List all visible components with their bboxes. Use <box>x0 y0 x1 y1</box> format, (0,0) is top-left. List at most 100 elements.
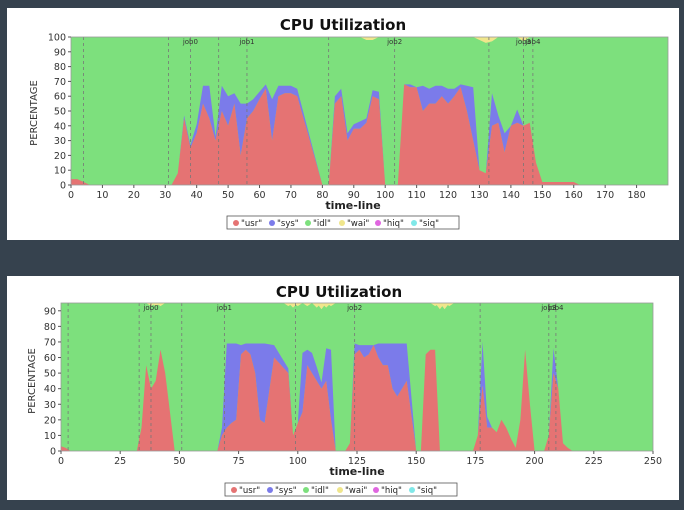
legend-marker-wai <box>337 487 343 493</box>
y-axis-label: PERCENTAGE <box>27 348 38 414</box>
x-tick-label: 100 <box>376 190 394 201</box>
x-tick-label: 110 <box>408 190 426 201</box>
job-marker-label: job0 <box>142 304 158 312</box>
chart-panel-1: CPU Utilization PERCENTAGE time-line job… <box>7 8 679 240</box>
legend-label-sys: "sys" <box>277 219 299 229</box>
legend-label-idl: "idl" <box>313 219 331 229</box>
x-tick-label: 125 <box>348 456 366 467</box>
legend-marker-idl <box>305 220 311 226</box>
x-axis-label: time-line <box>329 465 384 478</box>
legend-marker-siq <box>411 220 417 226</box>
legend-label-hiq: "hiq" <box>383 219 404 229</box>
legend-marker-siq <box>409 487 415 493</box>
job-marker-label: job1 <box>238 38 254 46</box>
x-tick-label: 90 <box>348 190 360 201</box>
x-axis-label: time-line <box>325 199 380 212</box>
legend: "usr" "sys" "idl" "wai" "hiq" "siq" <box>226 215 460 230</box>
wai-blip <box>302 303 313 307</box>
chart-panel-2: CPU Utilization PERCENTAGE time-line job… <box>7 276 679 500</box>
y-tick-label: 90 <box>54 47 66 58</box>
legend-marker-usr <box>233 220 239 226</box>
x-tick-label: 200 <box>526 456 544 467</box>
y-tick-label: 40 <box>44 384 56 395</box>
legend-label-siq: "siq" <box>417 486 437 496</box>
chart-title: CPU Utilization <box>276 283 402 301</box>
job-marker-label: job2 <box>346 304 362 312</box>
x-tick-label: 75 <box>233 456 245 467</box>
legend-label-siq: "siq" <box>419 219 439 229</box>
x-tick-label: 50 <box>173 456 185 467</box>
x-tick-label: 130 <box>470 190 488 201</box>
job-marker-label: job3 <box>540 304 556 312</box>
y-tick-label: 0 <box>60 181 66 192</box>
x-tick-label: 60 <box>253 190 265 201</box>
legend-label-idl: "idl" <box>311 486 329 496</box>
legend-label-usr: "usr" <box>241 219 262 229</box>
y-tick-label: 20 <box>44 415 56 426</box>
chart-title: CPU Utilization <box>280 16 406 34</box>
legend-marker-usr <box>231 487 237 493</box>
wai-blip <box>326 303 336 307</box>
series-sys-area <box>71 84 668 185</box>
job-marker-label: job4 <box>524 38 541 46</box>
x-tick-label: 170 <box>596 190 614 201</box>
wai-blip <box>155 303 166 307</box>
cpu-utilization-chart-1: CPU Utilization PERCENTAGE time-line job… <box>29 16 669 230</box>
x-tick-label: 175 <box>466 456 484 467</box>
x-tick-label: 20 <box>128 190 140 201</box>
legend-label-wai: "wai" <box>345 486 367 496</box>
y-tick-label: 60 <box>54 92 66 103</box>
legend-marker-idl <box>303 487 309 493</box>
cpu-utilization-chart-2: CPU Utilization PERCENTAGE time-line job… <box>27 283 662 497</box>
legend-marker-sys <box>269 220 275 226</box>
series-usr-area <box>71 84 668 185</box>
x-tick-label: 0 <box>68 190 74 201</box>
legend-marker-wai <box>339 220 345 226</box>
y-tick-label: 10 <box>54 166 66 177</box>
x-tick-label: 100 <box>289 456 307 467</box>
y-tick-label: 90 <box>44 306 56 317</box>
x-tick-label: 250 <box>644 456 662 467</box>
x-tick-label: 150 <box>533 190 551 201</box>
job-marker-label: job4 <box>547 304 564 312</box>
y-axis-label: PERCENTAGE <box>29 80 40 146</box>
legend: "usr" "sys" "idl" "wai" "hiq" "siq" <box>224 482 458 497</box>
y-tick-label: 50 <box>44 369 56 380</box>
x-tick-label: 40 <box>191 190 203 201</box>
job-marker-label: job2 <box>386 38 402 46</box>
x-tick-label: 10 <box>96 190 108 201</box>
wai-blip <box>444 303 455 307</box>
y-tick-label: 20 <box>54 151 66 162</box>
y-tick-label: 10 <box>44 431 56 442</box>
job-marker-label: job3 <box>515 38 531 46</box>
x-tick-label: 70 <box>285 190 297 201</box>
x-tick-label: 25 <box>114 456 126 467</box>
x-tick-label: 160 <box>565 190 583 201</box>
legend-label-sys: "sys" <box>275 486 297 496</box>
x-tick-label: 180 <box>628 190 646 201</box>
x-tick-label: 150 <box>407 456 425 467</box>
y-tick-label: 80 <box>54 62 66 73</box>
series-wai-area <box>71 37 668 43</box>
legend-marker-hiq <box>375 220 381 226</box>
x-tick-label: 120 <box>439 190 457 201</box>
y-tick-label: 50 <box>54 107 66 118</box>
legend-marker-sys <box>267 487 273 493</box>
x-tick-label: 0 <box>58 456 64 467</box>
x-tick-label: 80 <box>316 190 328 201</box>
y-tick-label: 0 <box>50 447 56 458</box>
x-tick-label: 30 <box>159 190 171 201</box>
y-tick-label: 70 <box>54 77 66 88</box>
legend-label-usr: "usr" <box>239 486 260 496</box>
job-marker-label: job1 <box>216 304 232 312</box>
y-tick-label: 30 <box>54 136 66 147</box>
y-tick-label: 100 <box>48 33 66 44</box>
x-tick-label: 50 <box>222 190 234 201</box>
legend-label-hiq: "hiq" <box>381 486 402 496</box>
x-tick-label: 225 <box>585 456 603 467</box>
y-tick-label: 40 <box>54 121 66 132</box>
x-tick-label: 140 <box>502 190 520 201</box>
legend-label-wai: "wai" <box>347 219 369 229</box>
y-tick-label: 70 <box>44 337 56 348</box>
y-tick-label: 80 <box>44 322 56 333</box>
